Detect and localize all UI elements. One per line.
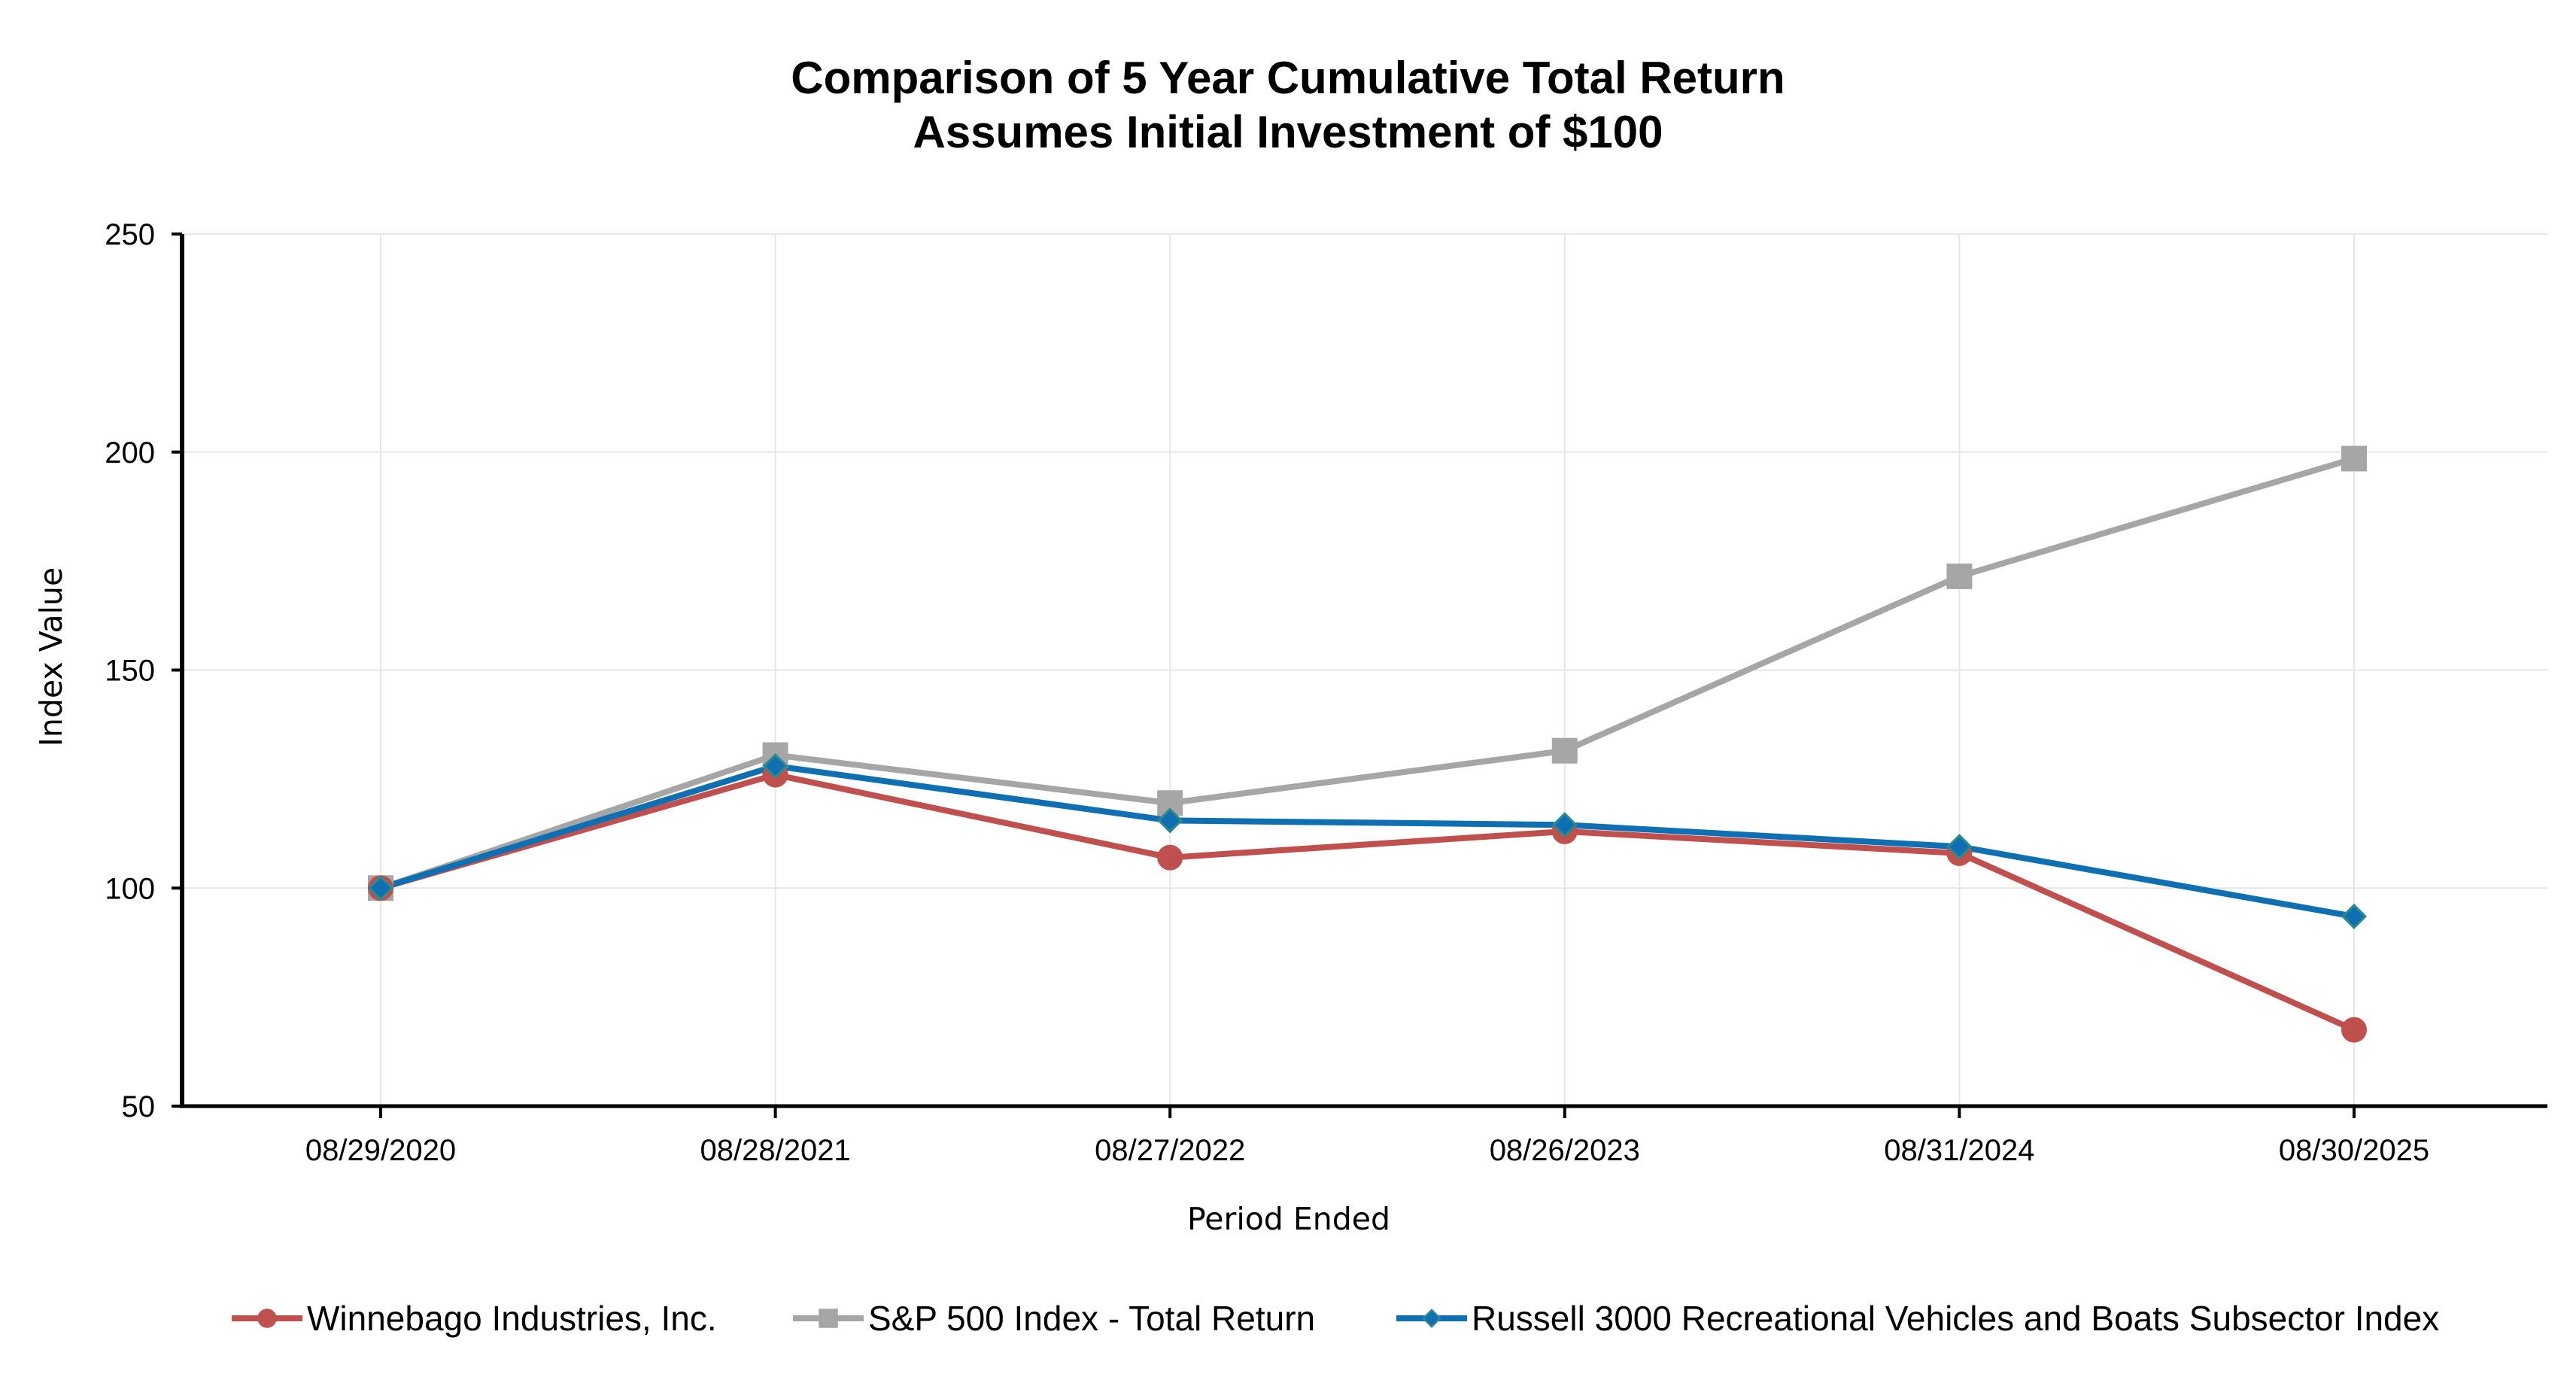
x-tick-label: 08/26/2023: [1490, 1134, 1640, 1167]
data-point-marker: [1946, 834, 1973, 860]
legend: Winnebago Industries, Inc. S&P 500 Index …: [232, 1299, 2439, 1338]
data-point-marker: [1157, 844, 1183, 871]
legend-swatch-marker: [1422, 1309, 1441, 1328]
gridlines: [182, 233, 2547, 1106]
x-tick-label: 08/27/2022: [1095, 1134, 1245, 1167]
x-tick-label: 08/28/2021: [700, 1134, 850, 1167]
data-point-marker: [367, 875, 394, 901]
data-point-marker: [762, 752, 788, 780]
data-point-marker: [1946, 563, 1973, 589]
y-tick-label: 100: [105, 872, 155, 905]
y-axis-title: Index Value: [33, 567, 69, 747]
y-tick-label: 200: [105, 436, 155, 470]
data-point-marker: [2341, 1017, 2367, 1043]
series-markers: [367, 445, 2368, 1043]
legend-item: S&P 500 Index - Total Return: [793, 1299, 1315, 1338]
series-line: [378, 762, 2357, 920]
y-tick-label: 250: [105, 218, 155, 251]
data-point-marker: [1551, 737, 1578, 764]
legend-label: Russell 3000 Recreational Vehicles and B…: [1472, 1299, 2439, 1338]
legend-swatch-marker: [257, 1309, 277, 1328]
tick-labels: 50 100 150 200 250 08/29/2020 08/28/2021 08/27/…: [105, 218, 2429, 1167]
legend-label: Winnebago Industries, Inc.: [307, 1299, 717, 1338]
legend-item: Russell 3000 Recreational Vehicles and B…: [1396, 1299, 2439, 1338]
y-tick-label: 50: [122, 1090, 156, 1123]
legend-item: Winnebago Industries, Inc.: [232, 1299, 717, 1338]
x-tick-label: 08/30/2025: [2279, 1134, 2429, 1167]
data-point-marker: [1551, 812, 1578, 838]
x-tick-label: 08/29/2020: [305, 1134, 456, 1167]
axes: [172, 233, 2547, 1118]
x-tick-label: 08/31/2024: [1884, 1134, 2034, 1167]
y-tick-label: 150: [105, 655, 155, 688]
data-point-marker: [2341, 903, 2368, 930]
data-point-marker: [1157, 807, 1183, 834]
series-lines: [378, 455, 2357, 1033]
legend-label: S&P 500 Index - Total Return: [868, 1299, 1315, 1338]
chart-subtitle: Assumes Initial Investment of $100: [913, 107, 1663, 157]
series-line: [378, 771, 2357, 1033]
chart-title: Comparison of 5 Year Cumulative Total Re…: [791, 53, 1785, 103]
series-line: [378, 455, 2357, 892]
x-axis-title: Period Ended: [1187, 1201, 1390, 1237]
data-point-marker: [2341, 445, 2367, 472]
legend-swatch-marker: [819, 1309, 838, 1328]
